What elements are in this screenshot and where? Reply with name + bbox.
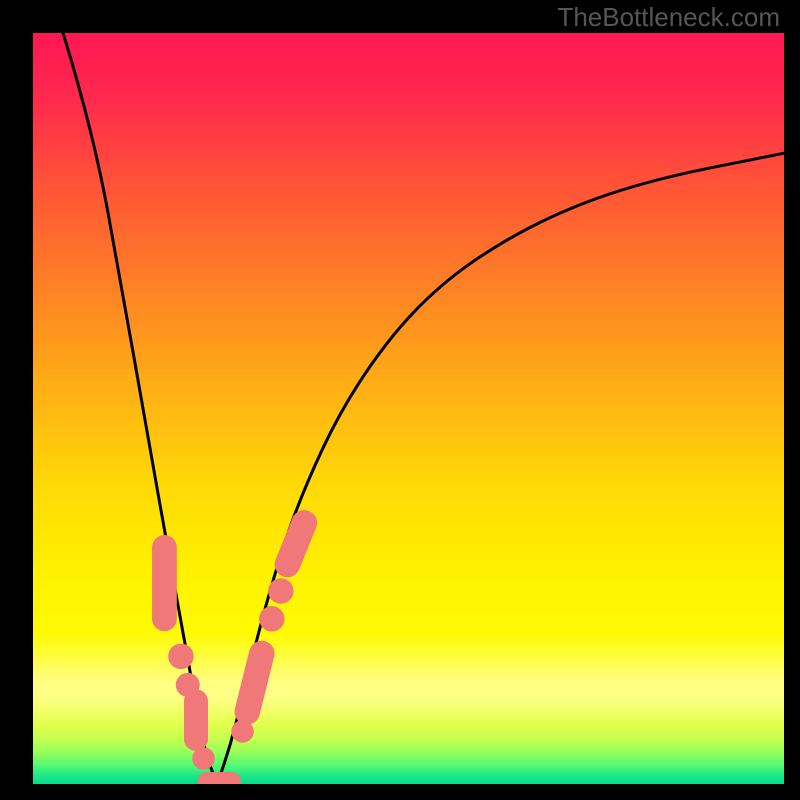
watermark-text: TheBottleneck.com [557,4,780,30]
data-markers [33,33,784,784]
plot-frame [33,33,784,784]
